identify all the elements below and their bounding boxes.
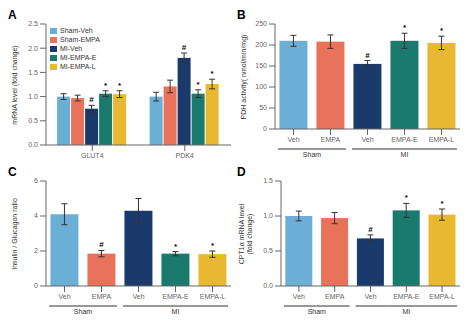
svg-text:EMPA-E: EMPA-E — [162, 293, 189, 300]
svg-text:2.0: 2.0 — [28, 45, 38, 52]
svg-text:GLUT4: GLUT4 — [81, 152, 104, 159]
svg-text:150: 150 — [255, 62, 267, 69]
svg-text:100: 100 — [255, 83, 267, 90]
svg-text:EMPA-E: EMPA-E — [393, 293, 420, 300]
svg-text:*: * — [440, 199, 444, 208]
svg-text:PDK4: PDK4 — [176, 152, 194, 159]
svg-text:50: 50 — [259, 104, 267, 111]
svg-text:0.0: 0.0 — [263, 282, 273, 289]
html-text:Insulin / Glucagon ratio: Insulin / Glucagon ratio — [11, 197, 18, 270]
svg-text:200: 200 — [255, 41, 267, 48]
svg-text:*: * — [403, 23, 407, 32]
svg-text:MI: MI — [402, 308, 410, 315]
svg-text:1.0: 1.0 — [263, 212, 273, 219]
svg-text:EMPA-E: EMPA-E — [391, 136, 418, 143]
svg-text:EMPA-L: EMPA-L — [200, 293, 226, 300]
svg-text:250: 250 — [255, 20, 267, 27]
svg-text:Veh: Veh — [364, 293, 376, 300]
html-text:C: C — [8, 165, 17, 179]
svg-text:MI: MI — [172, 308, 180, 315]
svg-text:*: * — [211, 241, 215, 250]
svg-text:0.5: 0.5 — [28, 117, 38, 124]
svg-text:Veh: Veh — [132, 293, 144, 300]
svg-text:#: # — [182, 43, 187, 52]
svg-text:*: * — [440, 26, 444, 35]
svg-text:*: * — [118, 81, 122, 90]
svg-text:4: 4 — [34, 212, 38, 219]
html-text:PDH activity( nmol/min/mg): PDH activity( nmol/min/mg) — [240, 34, 247, 119]
svg-text:EMPA-L: EMPA-L — [429, 293, 455, 300]
svg-text:MI: MI — [401, 151, 409, 158]
html-text:B: B — [237, 8, 246, 22]
svg-text:#: # — [99, 240, 104, 249]
svg-text:*: * — [174, 242, 178, 251]
svg-text:2: 2 — [34, 247, 38, 254]
svg-text:Sham: Sham — [308, 308, 326, 315]
svg-text:Sham: Sham — [74, 308, 92, 315]
html-text:MI-EMPA-E: MI-EMPA-E — [60, 54, 97, 61]
svg-text:1.5: 1.5 — [28, 69, 38, 76]
svg-text:*: * — [405, 193, 409, 202]
svg-text:6: 6 — [34, 177, 38, 184]
svg-text:Veh: Veh — [361, 136, 373, 143]
svg-text:#: # — [365, 51, 370, 60]
svg-text:1.5: 1.5 — [263, 177, 273, 184]
svg-text:*: * — [197, 80, 201, 89]
svg-text:EMPA: EMPA — [325, 293, 345, 300]
svg-text:*: * — [211, 69, 215, 78]
svg-text:Veh: Veh — [58, 293, 70, 300]
svg-text:2.5: 2.5 — [28, 20, 38, 27]
html-text:Sham-EMPA: Sham-EMPA — [60, 36, 100, 43]
svg-text:Veh: Veh — [293, 293, 305, 300]
svg-text:#: # — [89, 95, 94, 104]
html-text:D: D — [237, 165, 246, 179]
svg-text:EMPA-L: EMPA-L — [429, 136, 455, 143]
svg-text:0.0: 0.0 — [28, 141, 38, 148]
svg-text:0: 0 — [263, 125, 267, 132]
html-text:MI-EMPA-L: MI-EMPA-L — [60, 63, 96, 70]
svg-text:0.5: 0.5 — [263, 247, 273, 254]
svg-text:1.0: 1.0 — [28, 93, 38, 100]
svg-text:#: # — [368, 225, 373, 234]
svg-text:EMPA: EMPA — [321, 136, 341, 143]
svg-text:EMPA: EMPA — [92, 293, 112, 300]
svg-text:0: 0 — [34, 282, 38, 289]
html-text:A: A — [8, 8, 17, 22]
svg-text:Sham: Sham — [303, 151, 321, 158]
svg-text:*: * — [104, 81, 108, 90]
html-text:CPT1α mRNA level: CPT1α mRNA level — [238, 203, 245, 264]
html-text:Sham-Veh: Sham-Veh — [60, 27, 93, 34]
html-text:(fold change): (fold change) — [246, 213, 253, 254]
svg-text:Veh: Veh — [287, 136, 299, 143]
html-text:MI-Veh: MI-Veh — [60, 45, 83, 52]
html-text:mRNA level (fold change): mRNA level (fold change) — [11, 44, 18, 125]
